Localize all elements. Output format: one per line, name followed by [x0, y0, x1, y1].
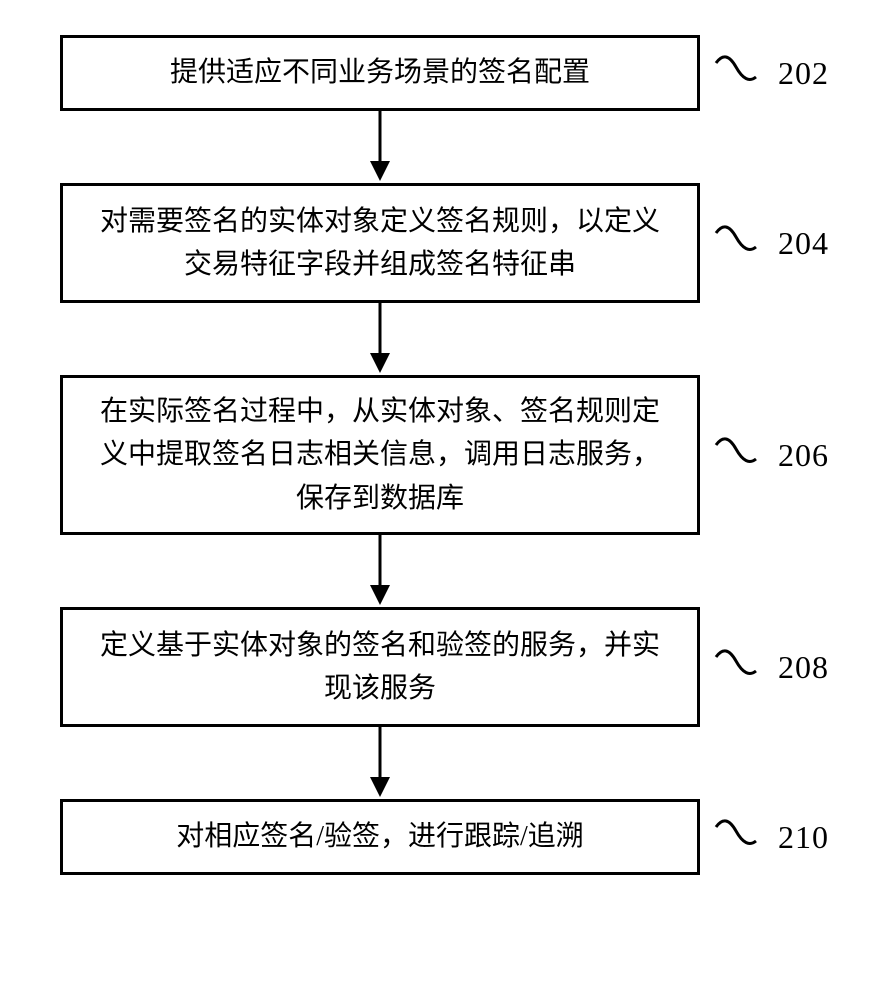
flow-box-208: 定义基于实体对象的签名和验签的服务，并实现该服务 — [60, 607, 700, 727]
arrow-down-icon — [60, 535, 700, 607]
flow-box-206: 在实际签名过程中，从实体对象、签名规则定义中提取签名日志相关信息，调用日志服务，… — [60, 375, 700, 535]
flow-step-label: 204 — [778, 225, 829, 262]
flow-box-text: 对相应签名/验签，进行跟踪/追溯 — [176, 815, 584, 858]
flow-box-text: 提供适应不同业务场景的签名配置 — [170, 51, 590, 94]
flow-step: 对相应签名/验签，进行跟踪/追溯 210 — [60, 799, 840, 875]
flow-step-label: 202 — [778, 55, 829, 92]
flowchart-container: 提供适应不同业务场景的签名配置 202 对需要签名的实体对象定义签名规则，以定义… — [60, 35, 840, 875]
arrow-down-icon — [60, 727, 700, 799]
flow-step-label: 210 — [778, 819, 829, 856]
flow-step-label: 208 — [778, 649, 829, 686]
arrow-down-icon — [60, 111, 700, 183]
arrow-down-icon — [60, 303, 700, 375]
curly-connector-icon — [714, 435, 758, 475]
flow-step-label: 206 — [778, 437, 829, 474]
flow-step: 提供适应不同业务场景的签名配置 202 — [60, 35, 840, 111]
curly-connector-icon — [714, 817, 758, 857]
flow-box-text: 对需要签名的实体对象定义签名规则，以定义交易特征字段并组成签名特征串 — [87, 200, 673, 287]
flow-box-text: 在实际签名过程中，从实体对象、签名规则定义中提取签名日志相关信息，调用日志服务，… — [87, 390, 673, 520]
curly-connector-icon — [714, 647, 758, 687]
curly-connector-icon — [714, 53, 758, 93]
flow-step: 对需要签名的实体对象定义签名规则，以定义交易特征字段并组成签名特征串 204 — [60, 183, 840, 303]
curly-connector-icon — [714, 223, 758, 263]
flow-box-202: 提供适应不同业务场景的签名配置 — [60, 35, 700, 111]
flow-box-210: 对相应签名/验签，进行跟踪/追溯 — [60, 799, 700, 875]
flow-step: 在实际签名过程中，从实体对象、签名规则定义中提取签名日志相关信息，调用日志服务，… — [60, 375, 840, 535]
flow-box-204: 对需要签名的实体对象定义签名规则，以定义交易特征字段并组成签名特征串 — [60, 183, 700, 303]
flow-step: 定义基于实体对象的签名和验签的服务，并实现该服务 208 — [60, 607, 840, 727]
flow-box-text: 定义基于实体对象的签名和验签的服务，并实现该服务 — [87, 624, 673, 711]
